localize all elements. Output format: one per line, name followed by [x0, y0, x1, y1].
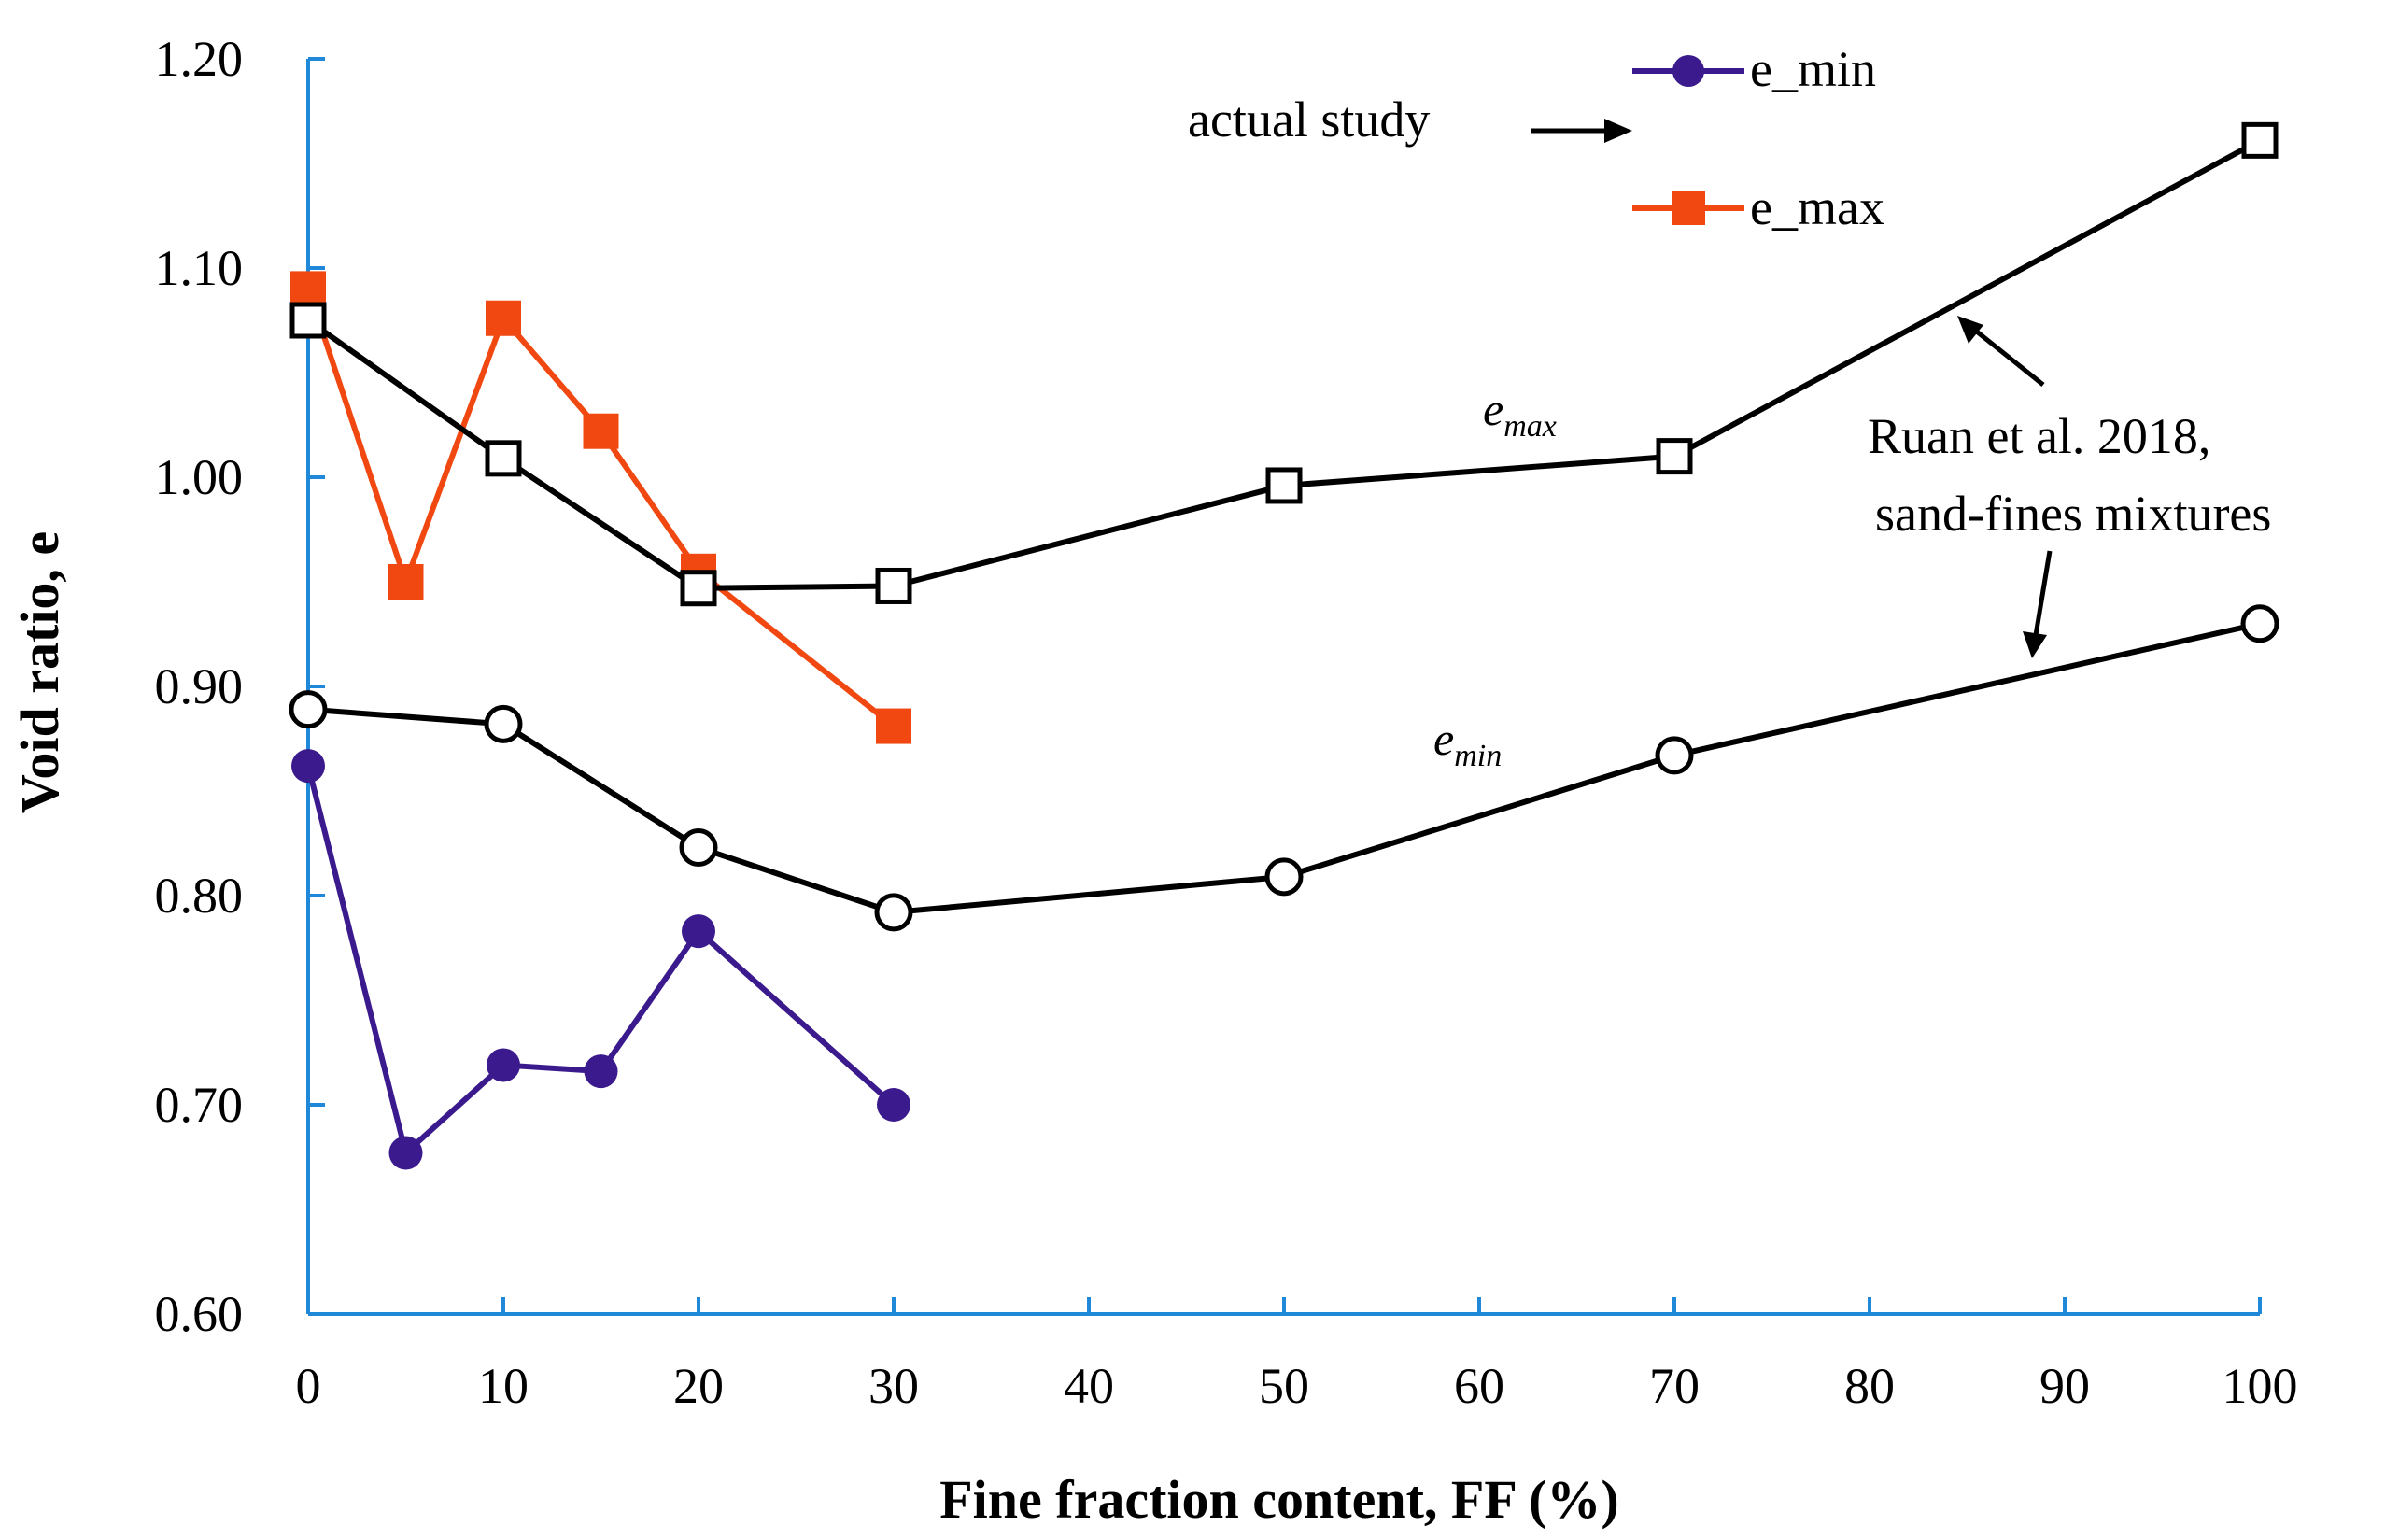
data-point [2240, 604, 2279, 643]
emin-curve-label: emin [1433, 713, 1502, 773]
data-point [874, 893, 913, 932]
data-point [485, 440, 522, 477]
data-point [584, 1054, 618, 1089]
data-point [679, 827, 718, 867]
data-point [682, 914, 715, 949]
data-point [1655, 736, 1694, 775]
actual-study-label: actual study [1188, 92, 1430, 148]
y-tick-label: 0.70 [155, 1077, 244, 1133]
series-open-circle-e-min [289, 604, 2279, 932]
y-tick-label: 0.90 [155, 658, 244, 714]
x-tick-label: 60 [1454, 1358, 1504, 1414]
y-tick-label: 1.00 [155, 449, 244, 505]
data-point [1265, 467, 1303, 504]
ruan-label-line2: sand-fines mixtures [1875, 486, 2271, 542]
y-tick-label: 1.20 [155, 31, 244, 87]
x-tick-label: 20 [673, 1358, 724, 1414]
data-point [388, 564, 424, 600]
series-layer [289, 121, 2279, 1170]
legend-emin-marker [1672, 55, 1704, 87]
x-tick-label: 30 [868, 1358, 919, 1414]
legend-emax-label: e_max [1750, 179, 1884, 235]
data-point [289, 690, 328, 729]
data-point [289, 302, 327, 339]
series-filled-circle-e-min [291, 749, 910, 1170]
data-point [1264, 857, 1304, 897]
actual-study-arrow [1531, 119, 1632, 143]
emin-curve-sub: min [1454, 739, 1502, 773]
legend-emax-marker [1672, 191, 1705, 225]
data-point [875, 567, 912, 604]
x-tick-label: 50 [1259, 1358, 1309, 1414]
annotations: actual study Ruan et al. 2018, sand-fine… [1188, 92, 2271, 773]
axes: 0 10 20 30 40 50 60 70 80 90 100 0.60 0.70 0.80 0.90 1.… [155, 31, 2298, 1414]
y-tick-label: 0.60 [155, 1286, 244, 1342]
data-point [877, 1088, 910, 1122]
x-axis-title: Fine fraction content, FF (%) [939, 1469, 1619, 1530]
data-point [1656, 438, 1693, 475]
data-point [583, 413, 619, 449]
data-point [680, 570, 717, 607]
emax-curve-label: emax [1483, 383, 1557, 444]
data-point [2241, 121, 2279, 159]
emax-curve-base: e [1483, 383, 1503, 435]
data-point [290, 271, 326, 307]
x-tick-label: 0 [296, 1358, 321, 1414]
y-axis-title: Void ratio, e [9, 531, 70, 813]
ruan-arrow-to-emin [2023, 550, 2053, 658]
x-tick-label: 80 [1844, 1358, 1895, 1414]
legend-emin-label: e_min [1750, 41, 1876, 97]
x-tick-label: 70 [1649, 1358, 1700, 1414]
series-open-square-e-max [289, 121, 2279, 607]
data-point [484, 704, 523, 743]
series-filled-square-e-max [290, 271, 911, 744]
x-tick-label: 40 [1064, 1358, 1114, 1414]
ruan-arrow-to-emax [1957, 316, 2045, 387]
x-tick-label: 10 [478, 1358, 529, 1414]
data-point [876, 708, 911, 744]
y-tick-label: 1.10 [155, 240, 244, 296]
data-point [486, 300, 521, 336]
legend: e_min e_max [1632, 41, 1884, 235]
x-tick-label: 90 [2039, 1358, 2090, 1414]
data-point [291, 749, 325, 784]
data-point [388, 1136, 423, 1170]
emin-curve-base: e [1433, 713, 1454, 765]
y-tick-label: 0.80 [155, 868, 244, 924]
x-tick-label: 100 [2223, 1358, 2298, 1414]
ruan-label-line1: Ruan et al. 2018, [1868, 408, 2210, 464]
data-point [487, 1048, 520, 1082]
series-line [305, 288, 896, 728]
emax-curve-sub: max [1503, 409, 1557, 444]
series-line [305, 765, 896, 1156]
